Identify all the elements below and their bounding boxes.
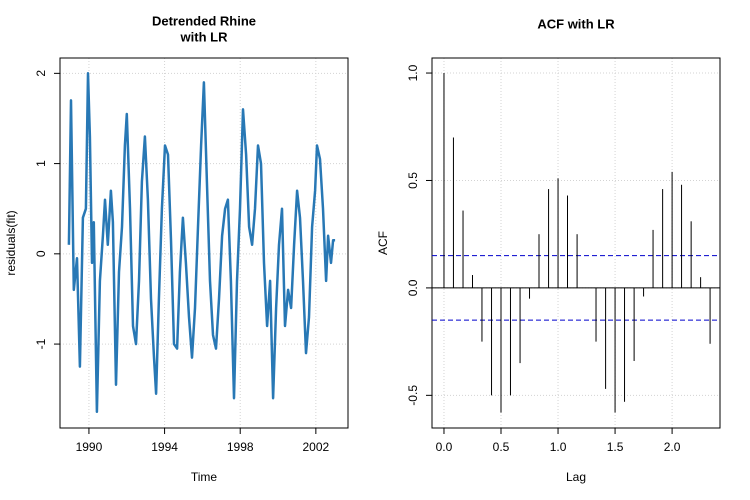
x-tick-label: 2002 xyxy=(303,440,330,454)
y-axis-label: ACF xyxy=(376,231,390,255)
y-tick-label: 0.5 xyxy=(406,172,420,189)
y-tick-label: 0.0 xyxy=(406,279,420,296)
chart-title: with LR xyxy=(180,29,229,44)
y-tick-label: -1 xyxy=(34,338,48,349)
chart-title: ACF with LR xyxy=(537,16,615,31)
x-tick-label: 1998 xyxy=(227,440,254,454)
x-tick-label: 1994 xyxy=(151,440,178,454)
y-tick-label: -0.5 xyxy=(406,385,420,406)
x-tick-label: 0.0 xyxy=(436,440,453,454)
y-tick-label: 0 xyxy=(34,250,48,257)
data-line xyxy=(67,72,336,414)
x-tick-label: 1990 xyxy=(76,440,103,454)
y-tick-label: 1.0 xyxy=(406,64,420,81)
chart-title: Detrended Rhine xyxy=(152,13,256,28)
x-tick-label: 2.0 xyxy=(664,440,681,454)
plot-frame xyxy=(431,57,721,429)
x-tick-label: 1.0 xyxy=(550,440,567,454)
y-tick-label: 1 xyxy=(34,160,48,167)
x-tick-label: 1.5 xyxy=(607,440,624,454)
y-tick-label: 2 xyxy=(34,70,48,77)
x-tick-label: 0.5 xyxy=(493,440,510,454)
y-axis-label: residuals(fit) xyxy=(4,210,18,275)
x-axis-label: Lag xyxy=(566,470,586,484)
plot-frame xyxy=(59,57,349,429)
x-axis-label: Time xyxy=(191,470,218,484)
